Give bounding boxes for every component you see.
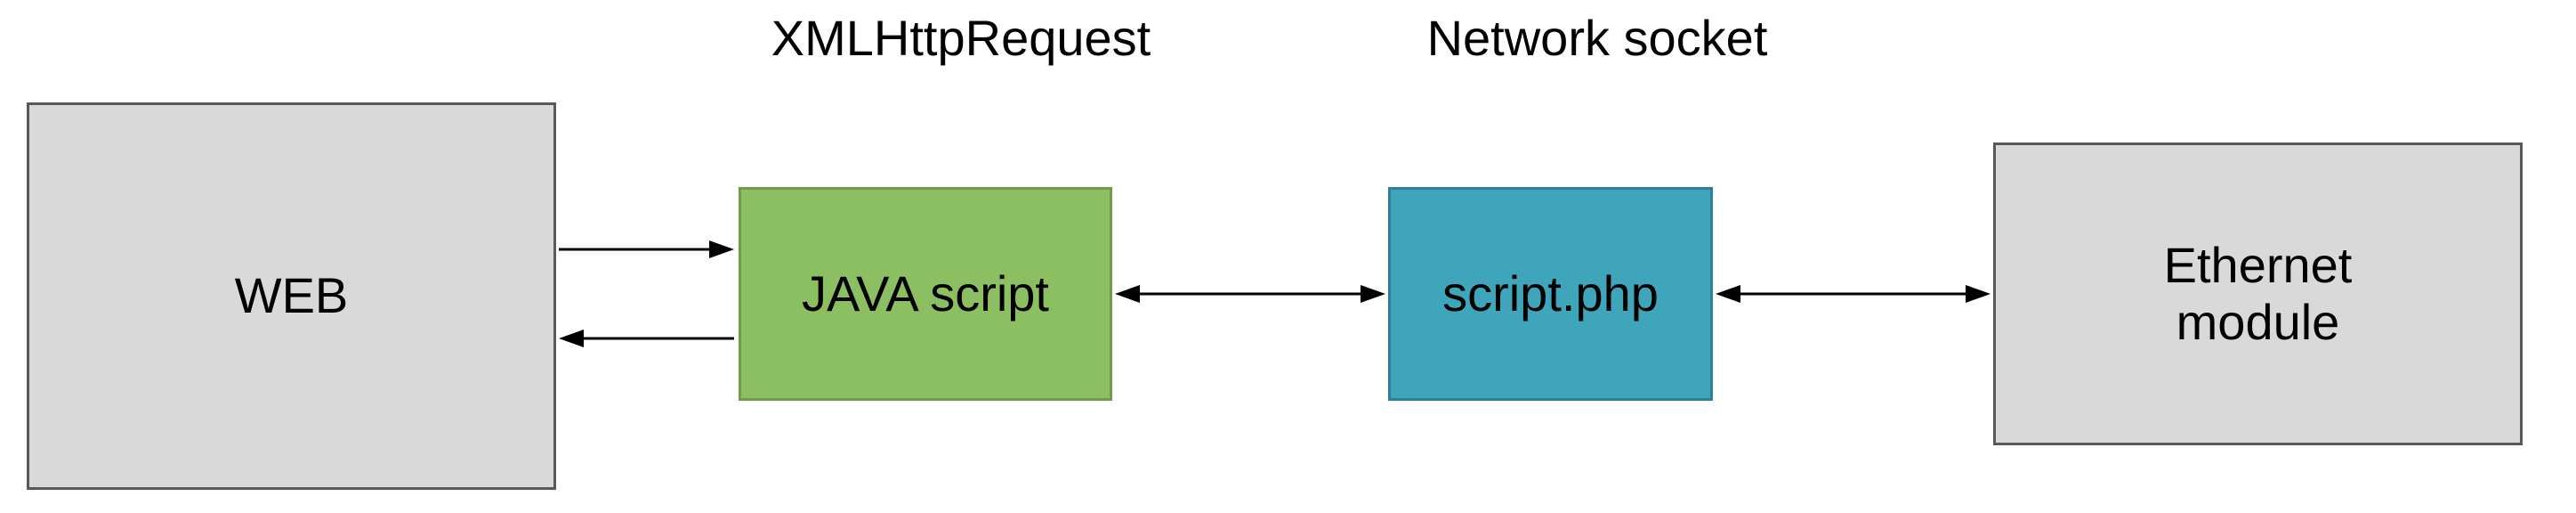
node-javascript: JAVA script bbox=[739, 187, 1112, 401]
node-web: WEB bbox=[27, 102, 556, 490]
edge-js-to-web-bottom bbox=[523, 303, 770, 374]
label-networksocket: Network socket bbox=[1388, 9, 1806, 67]
edge-js-to-php bbox=[1079, 258, 1421, 330]
edge-php-to-ethernet bbox=[1680, 258, 2026, 330]
node-ethernet: Ethernet module bbox=[1993, 142, 2523, 445]
node-scriptphp: script.php bbox=[1388, 187, 1713, 401]
edge-web-to-js-top bbox=[523, 214, 770, 285]
label-xmlhttprequest: XMLHttpRequest bbox=[739, 9, 1183, 67]
